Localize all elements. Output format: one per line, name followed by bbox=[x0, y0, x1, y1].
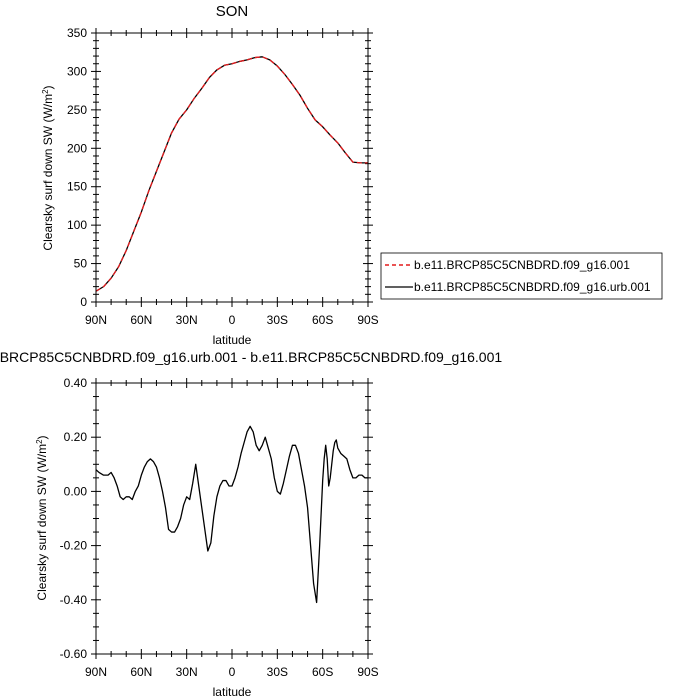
bottom-panel: b.e11.BRCP85C5CNBDRD.f09_g16.urb.001 - b… bbox=[0, 349, 502, 699]
bottom-series-line-0 bbox=[95, 425, 368, 604]
top-x-tick-label: 60N bbox=[130, 313, 152, 327]
top-y-tick-label: 50 bbox=[74, 257, 88, 271]
top-plot-frame bbox=[95, 32, 369, 303]
top-x-axis-label: latitude bbox=[213, 333, 252, 347]
bottom-x-tick-label: 30N bbox=[176, 665, 198, 679]
bottom-y-tick-label: 0.00 bbox=[64, 484, 88, 498]
bottom-x-tick-label: 60N bbox=[130, 665, 152, 679]
top-series-line-1 bbox=[95, 56, 368, 292]
legend-label-urban: b.e11.BRCP85C5CNBDRD.f09_g16.urb.001 bbox=[414, 280, 651, 294]
top-panel: SON 90N 60N 30N 0 30S 60S 90S 0 50 100 150 200 250 30… bbox=[41, 3, 379, 347]
bottom-y-tick-label: -0.20 bbox=[60, 539, 88, 553]
top-y-tick-label: 200 bbox=[67, 141, 87, 155]
bottom-plot-area: 90N 60N 30N 0 30S 60S 90S -0.60 -0.40 -0.20 0.00 0.… bbox=[60, 376, 379, 679]
legend: b.e11.BRCP85C5CNBDRD.f09_g16.001 b.e11.B… bbox=[380, 252, 663, 300]
top-plot-area: 90N 60N 30N 0 30S 60S 90S 0 50 100 150 200 250 300 350 bbox=[67, 26, 379, 327]
top-y-tick-label: 300 bbox=[67, 64, 87, 78]
bottom-y-tick-label: -0.40 bbox=[60, 593, 88, 607]
top-y-tick-label: 250 bbox=[67, 103, 87, 117]
top-x-tick-label: 30N bbox=[176, 313, 198, 327]
top-x-tick-label: 60S bbox=[312, 313, 333, 327]
bottom-plot-frame bbox=[95, 382, 369, 655]
bottom-y-tick-label: 0.40 bbox=[64, 376, 88, 390]
top-y-tick-label: 100 bbox=[67, 218, 87, 232]
bottom-y-axis-label: Clearsky surf down SW (W/m2) bbox=[35, 435, 49, 600]
top-x-tick-label: 30S bbox=[267, 313, 288, 327]
bottom-x-tick-label: 0 bbox=[229, 665, 236, 679]
bottom-x-tick-label: 60S bbox=[312, 665, 333, 679]
bottom-y-tick-label: -0.60 bbox=[60, 647, 88, 661]
legend-box bbox=[380, 252, 663, 300]
bottom-x-tick-label: 30S bbox=[267, 665, 288, 679]
top-x-tick-label: 90N bbox=[85, 313, 107, 327]
bottom-x-tick-label: 90S bbox=[357, 665, 378, 679]
top-y-tick-label: 0 bbox=[80, 295, 87, 309]
top-chart-title: SON bbox=[216, 3, 249, 20]
bottom-y-tick-label: 0.20 bbox=[64, 430, 88, 444]
top-y-tick-label: 350 bbox=[67, 26, 87, 40]
top-y-tick-label: 150 bbox=[67, 180, 87, 194]
bottom-x-axis-label: latitude bbox=[213, 685, 252, 699]
bottom-chart-title: b.e11.BRCP85C5CNBDRD.f09_g16.urb.001 - b… bbox=[0, 349, 502, 365]
top-x-tick-label: 90S bbox=[357, 313, 378, 327]
top-y-axis-label: Clearsky surf down SW (W/m2) bbox=[41, 85, 55, 250]
top-x-tick-label: 0 bbox=[229, 313, 236, 327]
bottom-x-tick-label: 90N bbox=[85, 665, 107, 679]
top-series-line-0 bbox=[95, 56, 368, 292]
legend-label-base: b.e11.BRCP85C5CNBDRD.f09_g16.001 bbox=[414, 258, 630, 272]
